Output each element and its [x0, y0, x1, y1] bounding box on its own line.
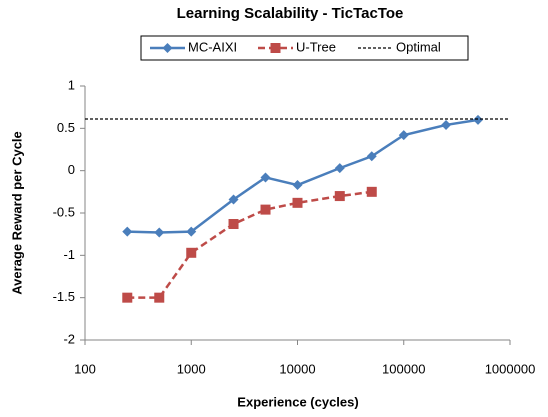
data-point	[122, 226, 133, 237]
data-point	[441, 119, 452, 130]
y-axis-label: Average Reward per Cycle	[9, 131, 24, 295]
x-tick-label: 100	[74, 361, 96, 376]
legend-box	[140, 35, 469, 61]
y-tick-label: -0.5	[53, 204, 75, 219]
data-point	[292, 197, 303, 208]
x-tick-label: 10000	[279, 361, 315, 376]
legend-label: MC-AIXI	[188, 39, 237, 54]
y-tick-label: -2	[63, 331, 75, 346]
data-point	[122, 292, 133, 303]
x-axis-label: Experience (cycles)	[237, 394, 358, 409]
y-tick-label: 0.5	[57, 120, 75, 135]
data-point	[260, 204, 271, 215]
y-tick-label: -1	[63, 247, 75, 262]
data-point	[186, 247, 197, 258]
x-tick-label: 100000	[382, 361, 425, 376]
data-point	[260, 172, 271, 183]
legend-marker	[270, 43, 281, 53]
series-line	[127, 190, 372, 299]
data-point	[154, 227, 165, 238]
data-point	[398, 130, 409, 141]
data-point	[334, 191, 345, 202]
data-point	[228, 219, 239, 230]
y-tick-label: 1	[68, 77, 75, 92]
legend-label: Optimal	[396, 39, 441, 54]
data-point	[292, 180, 303, 191]
data-point	[366, 151, 377, 162]
chart-title: Learning Scalability - TicTacToe	[177, 5, 404, 22]
data-point	[154, 292, 165, 303]
y-tick-label: 0	[68, 162, 75, 177]
legend-label: U-Tree	[296, 39, 336, 54]
data-point	[228, 194, 239, 205]
y-tick-label: -1.5	[53, 289, 75, 304]
legend-marker	[162, 43, 173, 53]
data-point	[334, 163, 345, 174]
data-point	[186, 226, 197, 237]
data-point	[473, 114, 484, 125]
x-tick-label: 1000000	[485, 361, 536, 376]
x-tick-label: 1000	[177, 361, 206, 376]
data-point	[366, 186, 377, 197]
